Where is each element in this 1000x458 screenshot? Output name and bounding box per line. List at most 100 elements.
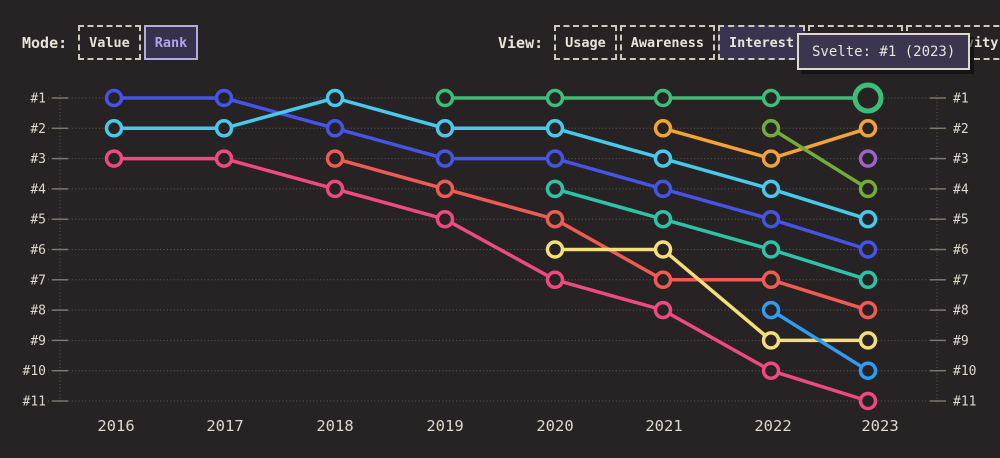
mode-control-group: Mode: Value Rank xyxy=(22,25,199,60)
series-blue-line xyxy=(112,96,870,252)
point-pink-2022[interactable] xyxy=(761,361,781,380)
x-label-2016: 2016 xyxy=(97,417,134,435)
x-label-2019: 2019 xyxy=(426,417,463,435)
y-label-left: #8 xyxy=(30,304,46,319)
point-cyan-2018[interactable] xyxy=(325,88,345,108)
y-label-right: #7 xyxy=(953,273,969,288)
y-label-left: #2 xyxy=(30,122,46,137)
x-label-2022: 2022 xyxy=(754,417,791,435)
point-svelte-green-2023-highlighted[interactable] xyxy=(852,82,884,114)
point-cyan-2021[interactable] xyxy=(653,149,673,168)
point-pink-2023[interactable] xyxy=(858,391,878,411)
point-olive-green-2023[interactable] xyxy=(858,179,878,199)
point-pink-2016[interactable] xyxy=(104,149,124,168)
point-svelte-green-2019[interactable] xyxy=(435,88,455,108)
point-olive-green-2022[interactable] xyxy=(761,119,781,138)
point-pink-2020[interactable] xyxy=(545,270,565,290)
x-label-2020: 2020 xyxy=(536,417,573,435)
point-pink-2021[interactable] xyxy=(653,300,673,320)
point-teal-2021[interactable] xyxy=(653,209,673,229)
y-label-right: #1 xyxy=(953,92,969,107)
series-pink-line xyxy=(112,156,870,403)
y-label-right: #5 xyxy=(953,213,969,228)
y-label-left: #4 xyxy=(30,182,46,197)
point-blue-2021[interactable] xyxy=(653,179,673,199)
point-red-2022[interactable] xyxy=(761,270,781,290)
point-svelte-green-2022[interactable] xyxy=(761,88,781,108)
y-label-right: #8 xyxy=(953,304,969,319)
view-option-usage[interactable]: Usage xyxy=(554,25,617,60)
point-blue-2018[interactable] xyxy=(325,119,345,138)
mode-option-rank[interactable]: Rank xyxy=(143,25,199,60)
point-red-2023[interactable] xyxy=(858,300,878,320)
point-yellow-2020[interactable] xyxy=(545,240,565,259)
y-label-left: #7 xyxy=(30,273,46,288)
point-cyan-2019[interactable] xyxy=(435,119,455,138)
point-yellow-2022[interactable] xyxy=(761,331,781,350)
y-label-right: #3 xyxy=(953,152,969,167)
point-sky-blue-2023[interactable] xyxy=(858,361,878,380)
point-teal-2020[interactable] xyxy=(545,179,565,199)
point-blue-2023[interactable] xyxy=(858,240,878,259)
y-label-right: #4 xyxy=(953,182,969,197)
point-blue-2019[interactable] xyxy=(435,149,455,168)
mode-option-value[interactable]: Value xyxy=(78,25,141,60)
view-option-awareness[interactable]: Awareness xyxy=(619,25,715,60)
point-red-2018[interactable] xyxy=(325,149,345,168)
point-pink-2017[interactable] xyxy=(214,149,234,168)
tooltip: Svelte: #1 (2023) xyxy=(797,33,971,70)
point-blue-2016[interactable] xyxy=(104,88,124,108)
point-cyan-2020[interactable] xyxy=(545,119,565,138)
point-red-2021[interactable] xyxy=(653,270,673,290)
point-svelte-green-2020[interactable] xyxy=(545,88,565,108)
y-label-right: #11 xyxy=(953,395,976,410)
point-sky-blue-2022[interactable] xyxy=(761,300,781,320)
point-pink-2018[interactable] xyxy=(325,179,345,199)
point-svelte-green-2021[interactable] xyxy=(653,88,673,108)
point-orange-2023[interactable] xyxy=(858,119,878,138)
point-orange-2021[interactable] xyxy=(653,119,673,138)
y-label-right: #6 xyxy=(953,243,969,258)
view-option-interest[interactable]: Interest xyxy=(717,25,805,60)
series-olive-green-line xyxy=(769,126,870,191)
mode-toggle: Value Rank xyxy=(75,25,199,60)
view-label: View: xyxy=(498,33,544,52)
point-blue-2020[interactable] xyxy=(545,149,565,168)
point-teal-2022[interactable] xyxy=(761,240,781,259)
point-cyan-2022[interactable] xyxy=(761,179,781,199)
y-label-right: #2 xyxy=(953,122,969,137)
y-label-right: #9 xyxy=(953,334,969,349)
series-teal-line xyxy=(553,187,870,282)
point-yellow-2021[interactable] xyxy=(653,240,673,259)
point-blue-2017[interactable] xyxy=(214,88,234,108)
point-cyan-2017[interactable] xyxy=(214,119,234,138)
point-cyan-2023[interactable] xyxy=(858,209,878,229)
y-label-left: #5 xyxy=(30,213,46,228)
y-label-right: #10 xyxy=(953,364,976,379)
series-red-line xyxy=(333,156,870,312)
y-label-left: #6 xyxy=(30,243,46,258)
point-red-2019[interactable] xyxy=(435,179,455,199)
x-label-2018: 2018 xyxy=(316,417,353,435)
y-label-left: #1 xyxy=(30,92,46,107)
x-label-2021: 2021 xyxy=(645,417,682,435)
series-cyan-line xyxy=(112,96,870,221)
y-label-left: #10 xyxy=(23,364,46,379)
point-red-2020[interactable] xyxy=(545,209,565,229)
point-teal-2023[interactable] xyxy=(858,270,878,290)
x-label-2023: 2023 xyxy=(861,417,898,435)
y-label-left: #11 xyxy=(23,395,46,410)
point-blue-2022[interactable] xyxy=(761,209,781,229)
point-cyan-2016[interactable] xyxy=(104,119,124,138)
y-label-left: #3 xyxy=(30,152,46,167)
mode-label: Mode: xyxy=(22,33,68,52)
point-orange-2022[interactable] xyxy=(761,149,781,168)
point-pink-2019[interactable] xyxy=(435,209,455,229)
point-purple-2023[interactable] xyxy=(858,149,878,168)
x-label-2017: 2017 xyxy=(206,417,243,435)
tooltip-text: Svelte: #1 (2023) xyxy=(812,43,956,60)
series-sky-blue-line xyxy=(769,308,870,373)
y-label-left: #9 xyxy=(30,334,46,349)
point-yellow-2023[interactable] xyxy=(858,331,878,350)
